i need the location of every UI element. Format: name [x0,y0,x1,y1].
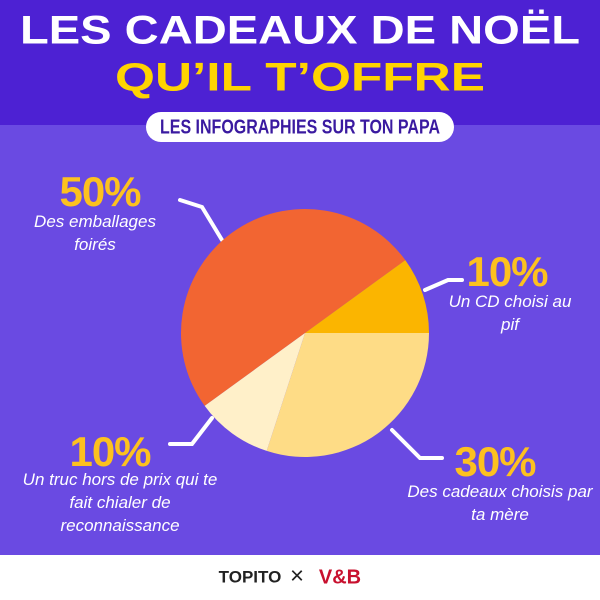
logo-separator: × [290,562,304,589]
category-label: Un truc hors de prix qui te fait chialer… [22,470,218,535]
value-label: 50% [59,168,141,215]
tagline-pill [146,112,454,142]
connectors [168,198,464,460]
connector [390,428,444,460]
pie [181,209,429,457]
logo: V&B [319,566,361,588]
connector [168,416,214,446]
value-label: 10% [466,248,548,295]
value-label: 30% [454,438,536,485]
tagline: LES INFOGRAPHIES SUR TON PAPA [160,116,440,138]
logo: TOPITO [219,567,282,586]
connector [178,198,224,242]
footer-band [0,555,600,600]
pie-slice [181,209,406,406]
category-label: Des cadeaux choisis par ta mère [407,482,593,524]
pie-slice [305,260,429,333]
chart-title: LES CADEAUX DE NOËL [20,9,580,53]
category-label: Un CD choisi au pif [448,292,572,334]
connector [423,278,464,292]
value-label: 10% [69,428,151,475]
chart-subtitle: QU’IL T’OFFRE [115,56,485,100]
category-label: Des emballages foirés [34,212,156,254]
pie-slice [266,333,429,457]
header-band [0,0,600,125]
pie-slice [204,333,305,451]
